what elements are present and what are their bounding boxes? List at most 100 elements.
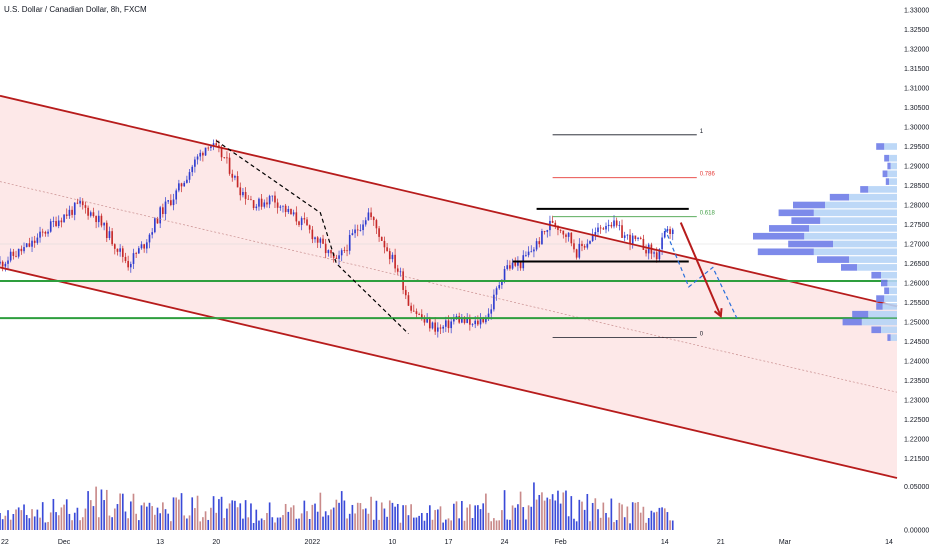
volume-bar	[445, 519, 447, 530]
volume-bar	[228, 503, 231, 530]
volume-bar	[637, 502, 639, 530]
volume-bar	[423, 520, 426, 530]
volume-bar	[292, 505, 295, 530]
volume-bar	[12, 514, 15, 530]
candle-body	[631, 235, 634, 245]
candle-body	[519, 261, 522, 269]
volume-bar	[455, 501, 458, 530]
time-tick-label: 20	[212, 539, 220, 546]
candle-body	[113, 244, 116, 249]
candle-body	[439, 327, 442, 329]
volume-bar	[442, 522, 444, 530]
volume-bar	[634, 502, 637, 530]
volume-bar	[591, 502, 594, 530]
price-tick-label: 1.28500	[904, 183, 929, 190]
candle-body	[530, 251, 533, 253]
candle-body	[589, 241, 591, 244]
volume-bar	[332, 507, 335, 530]
volume-bar	[565, 490, 567, 530]
candle-body	[597, 227, 599, 233]
candle-body	[116, 248, 119, 252]
volume-profile-bar	[852, 310, 869, 318]
candle-body	[383, 240, 386, 248]
volume-bar	[394, 506, 396, 530]
volume-bar	[252, 523, 255, 530]
volume-bar	[33, 516, 36, 530]
candle-body	[338, 255, 340, 259]
volume-bar	[295, 518, 298, 530]
volume-bar	[420, 513, 423, 530]
candle-body	[479, 318, 482, 325]
volume-profile-bar	[887, 162, 891, 170]
price-tick-label: 1.22500	[904, 417, 929, 424]
volume-bar	[610, 498, 613, 530]
time-tick-label: 24	[501, 539, 509, 546]
candle-body	[308, 225, 311, 230]
volume-bar	[597, 509, 599, 530]
candle-body	[0, 261, 1, 264]
candle-body	[124, 256, 127, 261]
candle-body	[234, 175, 236, 178]
volume-bar	[522, 507, 525, 530]
volume-bar	[260, 518, 263, 530]
price-tick-label: 1.24500	[904, 339, 929, 346]
volume-bar	[469, 504, 471, 530]
candle-body	[356, 229, 359, 231]
volume-bar	[327, 515, 330, 530]
volume-bar	[583, 509, 586, 530]
candle-body	[148, 234, 151, 243]
volume-bar	[121, 493, 124, 530]
candle-body	[311, 229, 314, 240]
volume-bar	[52, 498, 55, 530]
candle-body	[159, 207, 162, 224]
candle-body	[314, 237, 316, 240]
candle-body	[316, 237, 319, 243]
candle-body	[450, 321, 452, 329]
volume-bar	[311, 504, 314, 530]
volume-profile-bar	[889, 154, 897, 162]
candle-body	[68, 209, 71, 216]
candle-body	[503, 268, 506, 281]
volume-bar	[159, 513, 162, 530]
volume-bar	[549, 499, 551, 530]
volume-bar	[191, 497, 194, 530]
volume-bar	[623, 517, 626, 530]
candle-body	[581, 243, 583, 247]
volume-bar	[570, 496, 573, 530]
candle-body	[394, 254, 396, 269]
volume-profile-bar	[881, 271, 897, 279]
candle-body	[172, 199, 175, 206]
volume-bar	[650, 510, 653, 530]
volume-bar	[172, 497, 175, 530]
volume-bar	[375, 500, 378, 530]
volume-bar	[220, 496, 223, 530]
volume-bar	[453, 503, 455, 530]
candle-body	[239, 187, 242, 196]
candle-body	[666, 228, 669, 232]
candle-body	[493, 294, 495, 310]
volume-bar	[404, 505, 407, 530]
candle-body	[461, 318, 463, 323]
price-tick-label: 1.27500	[904, 222, 929, 229]
volume-bar	[631, 502, 634, 530]
candle-body	[146, 242, 148, 249]
candle-body	[391, 254, 394, 260]
candle-body	[41, 231, 44, 233]
candle-body	[303, 218, 306, 220]
candle-body	[15, 255, 17, 257]
volume-bar	[485, 493, 487, 530]
volume-bar	[105, 489, 108, 530]
volume-profile-bar	[887, 334, 891, 341]
volume-bar	[477, 505, 479, 530]
candle-body	[583, 246, 586, 248]
volume-bar	[183, 515, 186, 530]
channel-upper-line	[0, 94, 898, 308]
volume-bar	[370, 496, 372, 530]
candle-body	[287, 208, 290, 213]
volume-bar	[316, 511, 319, 530]
candle-body	[404, 289, 407, 296]
candle-body	[629, 234, 631, 245]
candle-body	[431, 322, 434, 329]
volume-bar	[162, 502, 164, 530]
